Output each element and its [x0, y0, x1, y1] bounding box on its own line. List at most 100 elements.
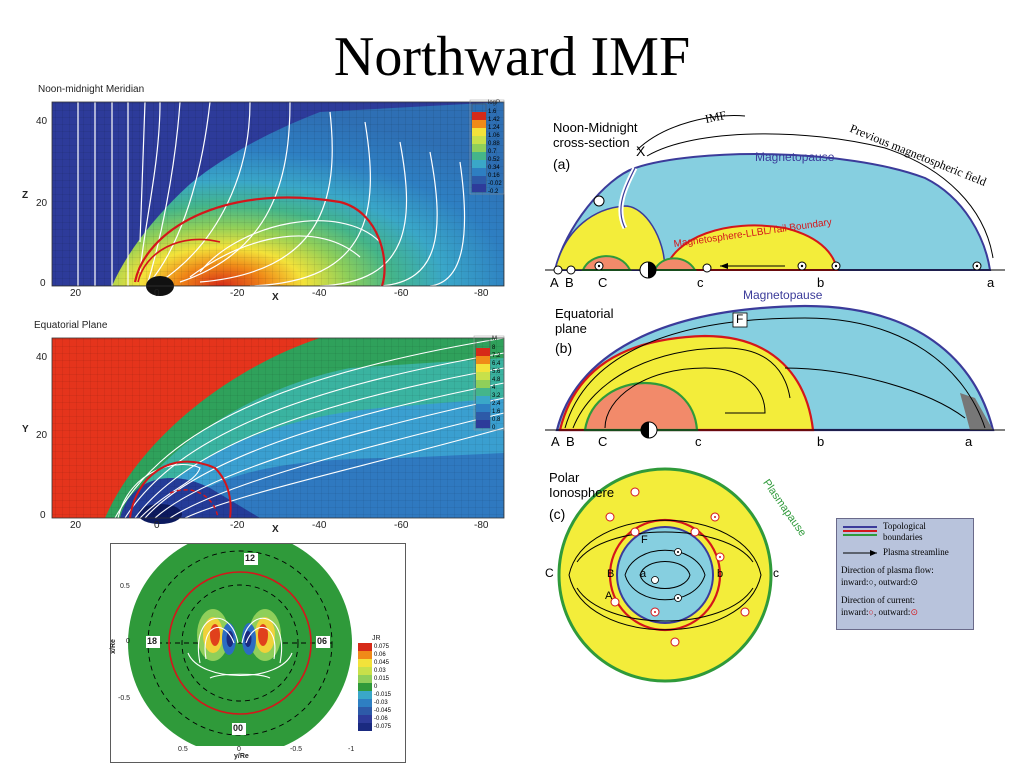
legend-value: 1.24 — [488, 125, 500, 131]
schematic-a: Noon-Midnight cross-section (a) X IMF Pr… — [545, 108, 1015, 298]
point-C: C — [598, 275, 608, 290]
point-B: B — [565, 275, 574, 290]
legend-value: 0.06 — [374, 652, 386, 658]
legend-value: 0.8 — [492, 417, 501, 423]
x-tick: -1 — [348, 746, 355, 753]
x-tick: 0 — [154, 520, 160, 531]
legend-value: 0.03 — [374, 668, 386, 674]
legend-topo-2: boundaries — [883, 532, 923, 542]
meridian-legend-title: logP — [488, 100, 501, 106]
legend-value: 2.4 — [492, 401, 501, 407]
point-a: a — [640, 568, 647, 580]
point-c: c — [697, 275, 704, 290]
magnetopause-label: Magnetopause — [755, 150, 835, 164]
legend-value: 0.34 — [488, 165, 500, 171]
point-C: C — [598, 434, 608, 449]
legend-value: 1.6 — [492, 409, 501, 415]
meridian-svg — [51, 99, 505, 296]
point-b: b — [817, 275, 825, 290]
inward-flow-icon: ○ — [868, 577, 874, 587]
jr-legend-title: JR — [372, 635, 381, 642]
legend-flow-2: inward:○, outward:⊙ — [841, 577, 918, 588]
legend-curr-2: inward:○, outward:⊙ — [841, 607, 918, 618]
legend-value: -0.06 — [374, 716, 388, 722]
y-tick: 0 — [126, 638, 130, 645]
schematic-b: Equatorial plane (b) Magnetopause F A B … — [545, 288, 1015, 458]
legend-svg — [843, 526, 877, 556]
legend-value: 1.06 — [488, 133, 500, 139]
y-tick: -0.5 — [118, 695, 131, 702]
x-tick: -80 — [474, 288, 489, 299]
clock-18-label: 18 — [147, 636, 158, 646]
legend-value: 4 — [492, 385, 496, 391]
point-F: F — [736, 312, 744, 326]
x-axis-label: X — [272, 292, 279, 303]
clock-06-label: 06 — [317, 636, 328, 646]
x-tick: -20 — [230, 288, 245, 299]
x-tick: 0 — [237, 746, 241, 753]
point-F: F — [641, 534, 648, 546]
clock-12-label: 12 — [245, 553, 256, 563]
y-tick: 0 — [40, 278, 46, 289]
legend-value: 4.8 — [492, 377, 501, 383]
x-tick: -40 — [312, 288, 327, 299]
meridian-plot: Noon-midnight Meridian — [20, 82, 510, 304]
x-tick: -0.5 — [290, 746, 303, 753]
point-A: A — [551, 434, 560, 449]
schematic-b-svg — [545, 304, 1005, 439]
legend-value: 3.2 — [492, 393, 501, 399]
legend-value: 7.2 — [492, 353, 501, 359]
schematic-c-heading-1: Polar — [549, 470, 580, 485]
legend-value: 0.045 — [374, 660, 390, 666]
legend-flow-outward: , outward: — [873, 577, 911, 587]
legend-topo-1: Topological — [883, 521, 926, 531]
schematic-a-svg — [545, 115, 1005, 279]
point-b: b — [817, 434, 825, 449]
x-tick: 0.5 — [178, 746, 188, 753]
x-tick: -80 — [474, 520, 489, 531]
y-axis-label: x/Re — [109, 639, 117, 654]
point-B: B — [607, 568, 615, 580]
legend-value: -0.045 — [374, 708, 392, 714]
legend-curr-outward: , outward: — [873, 607, 911, 617]
schematic-a-heading-2: cross-section — [553, 135, 630, 150]
y-tick: 0.5 — [120, 583, 130, 590]
legend-value: 0.16 — [488, 173, 500, 179]
schematic-a-tag: (a) — [553, 156, 571, 172]
equatorial-legend-values: 8 7.2 6.4 5.6 4.8 4 3.2 2.4 1.6 0.8 0 — [492, 344, 500, 432]
x-tick: 20 — [70, 520, 82, 531]
legend-value: 1.6 — [488, 109, 497, 115]
y-axis-label: Z — [22, 190, 29, 201]
x-tick: -20 — [230, 520, 245, 531]
legend-value: 0.7 — [488, 149, 497, 155]
y-tick: 20 — [36, 198, 48, 209]
y-tick: 40 — [36, 116, 48, 127]
jr-legend-values: 0.075 0.06 0.045 0.03 0.015 0 -0.015 -0.… — [374, 643, 391, 731]
schematic-a-heading-1: Noon-Midnight — [553, 120, 638, 135]
schematic-c-heading-2: Ionosphere — [549, 485, 615, 500]
schematic-b-heading-1: Equatorial — [555, 306, 614, 321]
legend-value: 0 — [492, 425, 496, 431]
legend-value: 8 — [492, 345, 496, 351]
equatorial-plot: Equatorial Plane — [20, 318, 510, 540]
legend-streamline: Plasma streamline — [883, 547, 949, 557]
x-point-label: X — [636, 143, 646, 159]
x-tick: -40 — [312, 520, 327, 531]
meridian-legend-values: 1.6 1.42 1.24 1.06 0.88 0.7 0.52 0.34 0.… — [488, 108, 502, 196]
legend-value: 5.6 — [492, 369, 501, 375]
point-C: C — [545, 566, 554, 580]
schematic-b-tag: (b) — [555, 340, 573, 356]
slide-title: Northward IMF — [333, 26, 691, 88]
ionosphere-plot: 12 18 06 0 0 JR 0.075 0.06 0.045 0.03 0.0… — [110, 543, 406, 763]
legend-curr-inward: inward: — [841, 607, 869, 617]
point-a: a — [987, 275, 995, 290]
legend-value: -0.015 — [374, 692, 392, 698]
legend-value: -0.075 — [374, 724, 392, 730]
y-tick: 40 — [36, 352, 48, 363]
point-c: c — [695, 434, 702, 449]
legend-value: 0 — [374, 684, 378, 690]
legend-box: Topological boundaries Plasma streamline… — [836, 518, 974, 630]
point-A: A — [550, 275, 559, 290]
schematic-c-svg — [557, 467, 773, 683]
schematic-c: Polar Ionosphere (c) Plasmapause C c B b… — [545, 462, 825, 762]
